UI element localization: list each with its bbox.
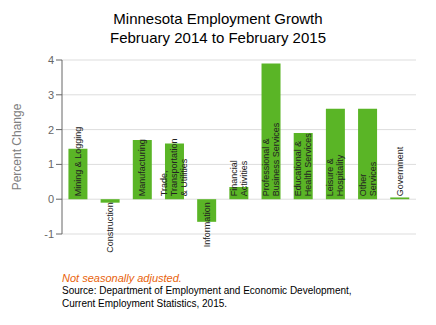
svg-text:Percent Change: Percent Change <box>10 103 24 190</box>
svg-text:Government: Government <box>395 146 405 196</box>
svg-text:1: 1 <box>48 158 54 170</box>
svg-text:Professional &Business Service: Professional &Business Services <box>261 122 281 196</box>
svg-text:FinancialActivities: FinancialActivities <box>229 160 249 196</box>
svg-text:Information: Information <box>202 202 212 247</box>
svg-text:0: 0 <box>48 193 54 205</box>
html-text:Minnesota Employment Growth Fe: Minnesota Employment Growth February 201… <box>110 10 326 46</box>
svg-text:Manufacturing: Manufacturing <box>137 139 147 196</box>
svg-text:Leisure &Hospitality: Leisure &Hospitality <box>325 154 345 196</box>
svg-text:2: 2 <box>48 123 54 135</box>
html-text:Source: Department of Employme: Source: Department of Employment and Eco… <box>62 285 352 309</box>
svg-text:Mining & Logging: Mining & Logging <box>73 126 83 196</box>
svg-text:Educational &Health Services: Educational &Health Services <box>293 132 313 196</box>
svg-text:Construction: Construction <box>105 202 115 253</box>
svg-text:-1: -1 <box>44 227 54 239</box>
svg-text:3: 3 <box>48 88 54 100</box>
svg-text:Trade,Transportation& Utilitie: Trade,Transportation& Utilities <box>159 138 189 196</box>
svg-text:4: 4 <box>48 53 54 65</box>
html-text:Not seasonally adjusted.: Not seasonally adjusted. <box>62 271 182 284</box>
svg-text:OtherServices: OtherServices <box>358 161 378 196</box>
